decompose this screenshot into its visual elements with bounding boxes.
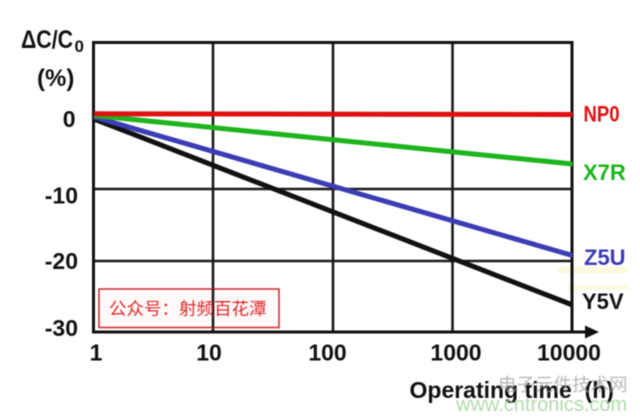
svg-text:NP0: NP0: [584, 102, 620, 127]
svg-text:0: 0: [63, 106, 76, 132]
svg-text:X7R: X7R: [583, 160, 626, 185]
svg-text:1: 1: [90, 340, 103, 366]
svg-text:1000: 1000: [430, 340, 481, 366]
svg-text:Operating time (h): Operating time (h): [410, 377, 614, 403]
svg-text:Y5V: Y5V: [582, 289, 624, 314]
svg-text:100: 100: [308, 340, 346, 366]
svg-text:0: 0: [75, 37, 84, 56]
svg-text:-10: -10: [45, 182, 78, 208]
svg-text:Z5U: Z5U: [584, 245, 626, 270]
svg-text:-30: -30: [45, 315, 78, 341]
svg-text:ΔC/C: ΔC/C: [21, 26, 73, 54]
svg-text:10000: 10000: [537, 340, 601, 366]
svg-text:-20: -20: [45, 248, 78, 274]
svg-text:www.cntronics.com: www.cntronics.com: [455, 394, 627, 416]
svg-text:(%): (%): [37, 65, 74, 92]
svg-text:10: 10: [196, 340, 222, 366]
